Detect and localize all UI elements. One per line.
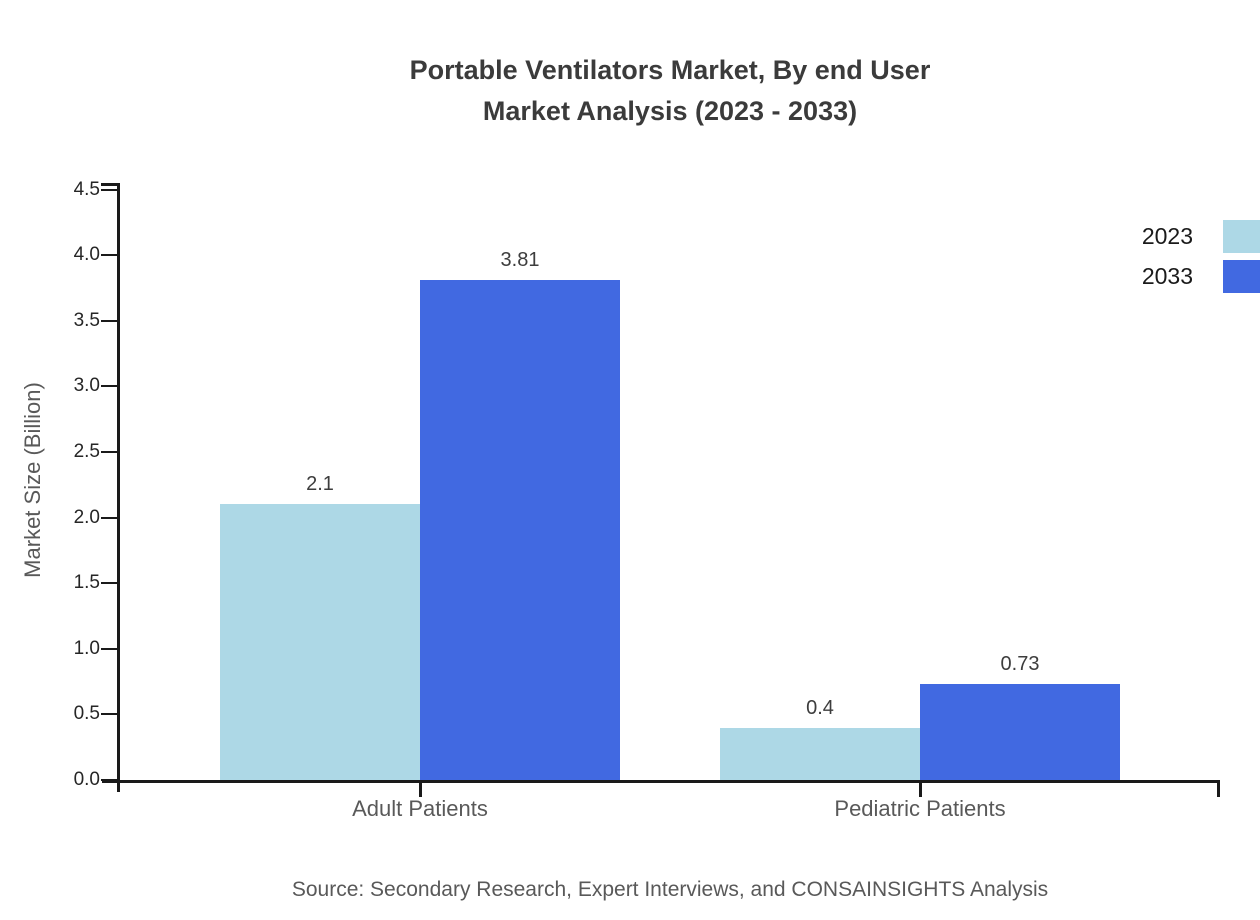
y-axis-tick	[101, 254, 120, 257]
bar-value-label: 0.73	[1000, 653, 1040, 676]
bar-2033-adult-patients	[420, 280, 620, 780]
y-axis-tick-label: 2.5	[73, 440, 100, 462]
y-axis-tick	[101, 713, 120, 716]
x-axis-line	[102, 780, 1220, 783]
legend-item-2023: 2023	[1113, 220, 1260, 253]
y-axis-tick	[101, 516, 120, 519]
y-axis-tick-label: 0.0	[73, 769, 100, 790]
bar-2033-pediatric-patients	[920, 684, 1120, 780]
legend-swatch-icon	[1223, 220, 1260, 253]
legend-label: 2023	[1141, 223, 1193, 249]
y-axis-tick-label: 3.0	[73, 375, 100, 397]
y-axis-end-cap	[101, 183, 120, 186]
bar-value-label: 2.1	[306, 473, 334, 496]
bar-value-label: 0.4	[806, 696, 834, 719]
legend-swatch-icon	[1223, 260, 1260, 293]
y-axis-tick-label: 0.5	[73, 703, 100, 725]
bar-2023-pediatric-patients	[720, 727, 920, 780]
y-axis-tick	[101, 385, 120, 388]
legend: 2023 2033	[1113, 220, 1260, 300]
y-axis-line	[117, 183, 120, 792]
y-axis-tick-label: 3.5	[73, 309, 100, 331]
chart-title: Portable Ventilators Market, By end User…	[409, 55, 931, 126]
x-axis-tick	[918, 781, 922, 797]
y-axis-tick	[101, 319, 120, 322]
y-axis-tick-label: 1.5	[73, 572, 100, 594]
y-axis-tick	[101, 779, 120, 781]
x-category-label: Pediatric Patients	[834, 796, 1006, 821]
y-axis-tick-label: 2.0	[73, 506, 100, 528]
y-axis-tick-label: 1.0	[73, 637, 100, 659]
plot-area: 0.0 0.5 1.0 1.5 2.0 2.5 3.0 3.5 4.0 4.5 2.1 3.81 Adu…	[74, 179, 1220, 821]
y-axis-tick-label: 4.0	[73, 244, 100, 266]
x-axis-end-cap	[1217, 780, 1220, 797]
y-axis-tick	[101, 450, 120, 453]
x-axis-tick	[418, 781, 422, 797]
y-axis-tick	[101, 188, 120, 191]
source-note: Source: Secondary Research, Expert Inter…	[291, 878, 1049, 901]
y-axis-title: Market Size (Billion)	[20, 382, 45, 578]
legend-item-2033: 2033	[1113, 260, 1260, 293]
y-axis-tick-label: 4.5	[73, 178, 100, 200]
legend-label: 2033	[1141, 263, 1193, 289]
x-category-label: Adult Patients	[352, 796, 488, 821]
y-axis-tick	[101, 582, 120, 585]
bar-2023-adult-patients	[220, 504, 420, 780]
bar-value-label: 3.81	[500, 249, 540, 272]
y-axis-tick	[101, 647, 120, 650]
